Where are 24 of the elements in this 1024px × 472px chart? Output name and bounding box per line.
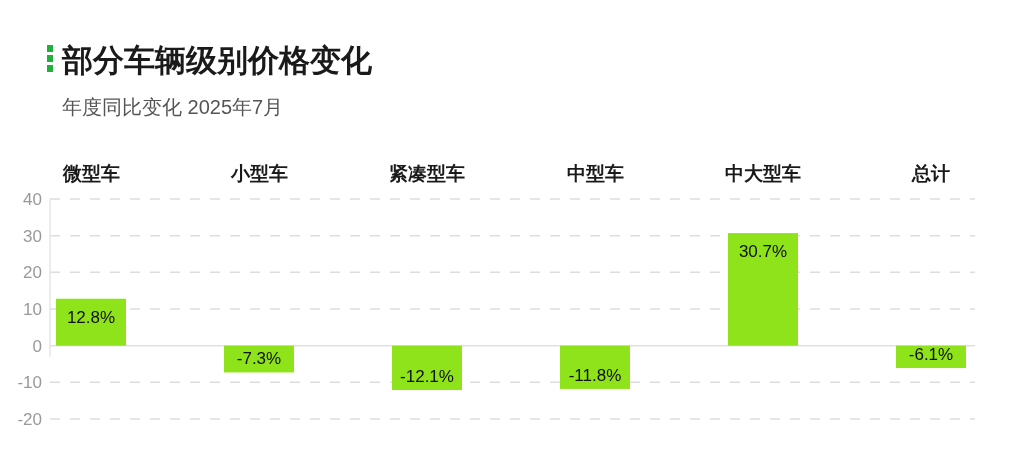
data-label: -6.1% xyxy=(908,345,954,365)
data-label: -12.1% xyxy=(400,367,454,387)
y-tick-label: -10 xyxy=(17,373,42,393)
bar xyxy=(728,233,798,346)
bar xyxy=(56,298,126,346)
y-tick-label: 0 xyxy=(32,336,42,356)
chart-title: 部分车辆级别价格变化 xyxy=(61,42,373,78)
data-label: -7.3% xyxy=(236,349,282,369)
data-label: -11.8% xyxy=(568,365,622,385)
y-tick-label: 20 xyxy=(23,263,42,283)
data-label: 12.8% xyxy=(66,307,116,327)
chart-subtitle: 年度同比变化 2025年7月 xyxy=(62,96,284,118)
x-tick-label: 紧凑型车 xyxy=(389,162,465,184)
x-tick-label: 微型车 xyxy=(61,162,120,184)
x-tick-label: 小型车 xyxy=(229,162,288,184)
bar xyxy=(392,345,462,391)
y-tick-label: 10 xyxy=(23,300,42,319)
x-tick-label: 总计 xyxy=(911,162,950,184)
x-tick-label: 中型车 xyxy=(566,162,624,184)
y-tick-label: 40 xyxy=(23,190,42,209)
x-tick-label: 中大型车 xyxy=(725,162,801,184)
data-label: 30.7% xyxy=(738,242,788,262)
y-tick-label: 30 xyxy=(23,226,42,246)
y-tick-label: -20 xyxy=(17,410,42,429)
